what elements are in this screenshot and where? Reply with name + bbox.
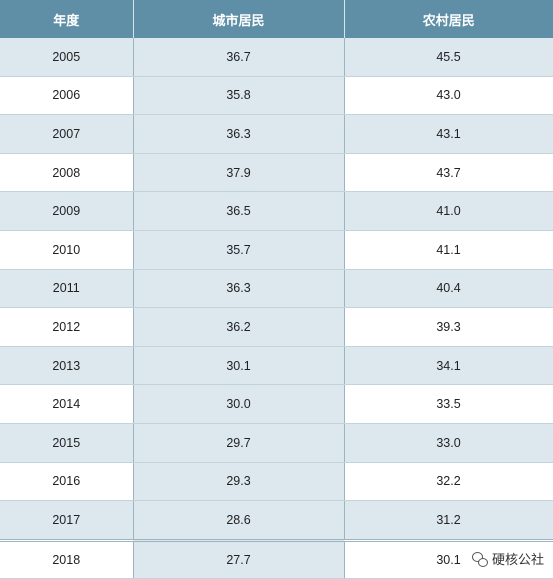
wechat-icon bbox=[471, 551, 488, 567]
cell-rural: 31.2 bbox=[344, 500, 553, 541]
table-row: 2010 35.7 41.1 bbox=[0, 230, 553, 270]
cell-urban: 35.7 bbox=[133, 230, 345, 270]
table-row: 2016 29.3 32.2 bbox=[0, 462, 553, 502]
header-row: 年度 城市居民 农村居民 bbox=[0, 0, 553, 38]
cell-year: 2012 bbox=[0, 307, 134, 347]
cell-urban: 29.7 bbox=[133, 423, 345, 463]
cell-rural: 43.7 bbox=[344, 153, 553, 193]
cell-rural: 30.1 bbox=[344, 538, 553, 579]
cell-urban: 36.3 bbox=[133, 114, 345, 154]
cell-rural: 43.1 bbox=[344, 114, 553, 154]
watermark: 硬核公社 bbox=[468, 547, 547, 570]
cell-rural: 34.1 bbox=[344, 346, 553, 386]
watermark-text: 硬核公社 bbox=[491, 552, 544, 567]
cell-urban: 35.8 bbox=[133, 76, 345, 116]
cell-year: 2009 bbox=[0, 191, 134, 231]
cell-urban: 36.7 bbox=[133, 38, 345, 77]
cell-year: 2017 bbox=[0, 500, 134, 541]
table-row: 2006 35.8 43.0 bbox=[0, 76, 553, 116]
cell-year: 2010 bbox=[0, 230, 134, 270]
table-row: 2012 36.2 39.3 bbox=[0, 307, 553, 347]
table-row: 2007 36.3 43.1 bbox=[0, 114, 553, 154]
table-row: 2009 36.5 41.0 bbox=[0, 191, 553, 231]
cell-urban: 28.6 bbox=[133, 500, 345, 541]
table-row: 2015 29.7 33.0 bbox=[0, 423, 553, 463]
cell-rural: 41.1 bbox=[344, 230, 553, 270]
cell-year: 2006 bbox=[0, 76, 134, 116]
cell-urban: 29.3 bbox=[133, 462, 345, 502]
cell-rural: 41.0 bbox=[344, 191, 553, 231]
cell-year: 2016 bbox=[0, 462, 134, 502]
cell-year: 2007 bbox=[0, 114, 134, 154]
cell-year: 2015 bbox=[0, 423, 134, 463]
cell-year: 2018 bbox=[0, 538, 134, 579]
header-year: 年度 bbox=[0, 0, 134, 38]
table-row: 2018 27.7 30.1 bbox=[0, 538, 553, 579]
cell-year: 2011 bbox=[0, 269, 134, 309]
header-urban: 城市居民 bbox=[133, 0, 345, 38]
cell-rural: 43.0 bbox=[344, 76, 553, 116]
cell-rural: 45.5 bbox=[344, 38, 553, 77]
table-row: 2017 28.6 31.2 bbox=[0, 500, 553, 541]
table-row: 2011 36.3 40.4 bbox=[0, 269, 553, 309]
cell-rural: 33.5 bbox=[344, 384, 553, 424]
cell-urban: 36.5 bbox=[133, 191, 345, 231]
cell-rural: 39.3 bbox=[344, 307, 553, 347]
cell-rural: 33.0 bbox=[344, 423, 553, 463]
header-rural: 农村居民 bbox=[344, 0, 553, 38]
table-body: 2005 36.7 45.5 2006 35.8 43.0 2007 36.3 43.1 2008… bbox=[0, 38, 553, 579]
cell-rural: 32.2 bbox=[344, 462, 553, 502]
cell-year: 2005 bbox=[0, 38, 134, 77]
cell-year: 2014 bbox=[0, 384, 134, 424]
table-row: 2014 30.0 33.5 bbox=[0, 384, 553, 424]
cell-year: 2013 bbox=[0, 346, 134, 386]
table-row: 2013 30.1 34.1 bbox=[0, 346, 553, 386]
cell-urban: 30.0 bbox=[133, 384, 345, 424]
cell-urban: 36.2 bbox=[133, 307, 345, 347]
cell-urban: 37.9 bbox=[133, 153, 345, 193]
table-row: 2005 36.7 45.5 bbox=[0, 38, 553, 77]
cell-urban: 27.7 bbox=[133, 538, 345, 579]
cell-rural: 40.4 bbox=[344, 269, 553, 309]
cell-year: 2008 bbox=[0, 153, 134, 193]
cell-urban: 36.3 bbox=[133, 269, 345, 309]
table-row: 2008 37.9 43.7 bbox=[0, 153, 553, 193]
table-header: 年度 城市居民 农村居民 bbox=[0, 0, 553, 38]
cell-urban: 30.1 bbox=[133, 346, 345, 386]
